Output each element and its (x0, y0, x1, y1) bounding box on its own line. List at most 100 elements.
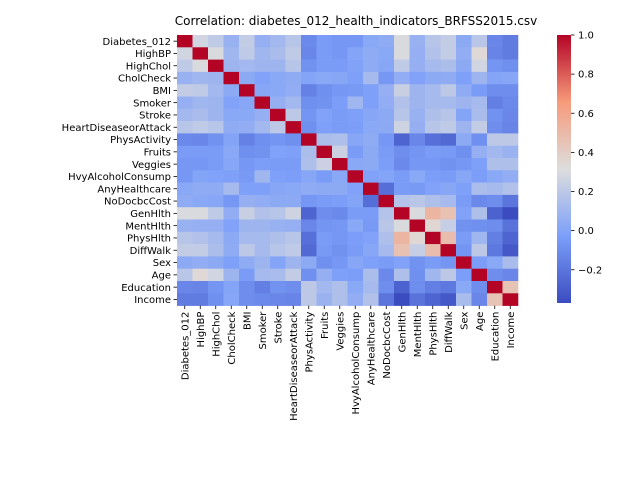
heatmap-cell (177, 219, 193, 233)
heatmap-cell (332, 47, 348, 60)
heatmap-cell (378, 170, 395, 183)
heatmap-cell (301, 170, 317, 183)
heatmap-cell (301, 182, 317, 196)
heatmap-cell (223, 96, 240, 110)
heatmap-cell (223, 219, 240, 233)
heatmap-cell (502, 219, 519, 233)
heatmap-cell (502, 182, 519, 196)
x-tick-label: Veggies (335, 312, 346, 351)
heatmap-cell (394, 182, 410, 196)
heatmap-cell (239, 244, 255, 257)
heatmap-cell (192, 194, 209, 208)
x-tick-label: Stroke (273, 312, 284, 344)
heatmap-cell (177, 281, 193, 294)
heatmap-cell (471, 268, 488, 282)
heatmap-cell (177, 108, 193, 122)
heatmap-cell (332, 158, 348, 171)
heatmap-cell (440, 35, 457, 48)
heatmap-cell (425, 71, 441, 85)
heatmap-cell (254, 231, 271, 245)
heatmap-cell (425, 219, 441, 233)
heatmap-cell (347, 84, 364, 97)
heatmap-cell (394, 158, 410, 171)
heatmap-cell (363, 170, 379, 183)
heatmap-cell (487, 59, 503, 73)
heatmap-cell (440, 108, 457, 122)
heatmap-cell (363, 133, 379, 146)
heatmap-cell (301, 96, 317, 110)
x-tick-label: PhysHlth (428, 312, 439, 356)
colorbar-tick-label: 0.6 (578, 109, 594, 120)
heatmap-cell (440, 96, 457, 110)
y-tick-label: PhysActivity (110, 135, 171, 146)
heatmap-cell (301, 281, 317, 294)
heatmap-cell (301, 35, 317, 48)
heatmap-cell (254, 207, 271, 220)
heatmap-cell (208, 35, 224, 48)
heatmap-cell (208, 268, 224, 282)
heatmap-cell (409, 96, 426, 110)
heatmap-cell (223, 207, 240, 220)
heatmap-cell (301, 268, 317, 282)
heatmap-cell (363, 231, 379, 245)
heatmap-cell (316, 219, 333, 233)
heatmap-cell (456, 170, 472, 183)
heatmap-cell (378, 268, 395, 282)
heatmap-cell (332, 268, 348, 282)
heatmap-cell (208, 231, 224, 245)
heatmap-cell (223, 145, 240, 159)
x-tick-label: AnyHealthcare (366, 312, 377, 386)
heatmap-cell (316, 59, 333, 73)
heatmap-cell (502, 170, 519, 183)
y-tick-label: AnyHealthcare (97, 184, 171, 195)
heatmap-cell (394, 207, 410, 220)
heatmap-cell (316, 170, 333, 183)
heatmap-cell (394, 84, 410, 97)
heatmap-cell (440, 244, 457, 257)
heatmap-cell (425, 244, 441, 257)
heatmap-cell (223, 158, 240, 171)
heatmap-cell (347, 158, 364, 171)
heatmap-cell (239, 194, 255, 208)
y-tick-label: Income (134, 295, 171, 306)
heatmap-cell (409, 59, 426, 73)
y-tick-label: PhysHlth (127, 234, 171, 245)
heatmap-cell (502, 71, 519, 85)
heatmap-cell (301, 256, 317, 269)
heatmap-cell (192, 121, 209, 134)
heatmap-cell (425, 194, 441, 208)
x-tick-label: Fruits (320, 312, 331, 339)
heatmap-cell (223, 121, 240, 134)
heatmap-cell (409, 35, 426, 48)
heatmap-cell (502, 35, 519, 48)
heatmap-cell (208, 207, 224, 220)
heatmap-cell (440, 256, 457, 269)
heatmap-cell (270, 59, 286, 73)
heatmap-cell (425, 207, 441, 220)
heatmap-cell (270, 121, 286, 134)
heatmap-cell (177, 182, 193, 196)
heatmap-cell (363, 182, 379, 196)
heatmap-cell (502, 96, 519, 110)
x-tick-label: Smoker (258, 311, 269, 350)
heatmap-cell (378, 293, 395, 306)
heatmap-cell (285, 293, 302, 306)
heatmap-cell (409, 170, 426, 183)
y-tick-label: Smoker (133, 98, 172, 109)
heatmap-cell (177, 84, 193, 97)
heatmap-cell (316, 121, 333, 134)
heatmap-cell (440, 71, 457, 85)
heatmap-cell (254, 133, 271, 146)
heatmap-cell (487, 47, 503, 60)
heatmap-cell (487, 71, 503, 85)
heatmap-cell (223, 108, 240, 122)
heatmap-cell (347, 47, 364, 60)
x-tick-label: Education (490, 312, 501, 362)
heatmap-cell (425, 145, 441, 159)
y-tick-label: NoDocbcCost (104, 197, 171, 208)
heatmap-cell (254, 219, 271, 233)
heatmap-cell (254, 158, 271, 171)
heatmap-cell (471, 96, 488, 110)
heatmap-cell (425, 182, 441, 196)
heatmap-cell (285, 219, 302, 233)
